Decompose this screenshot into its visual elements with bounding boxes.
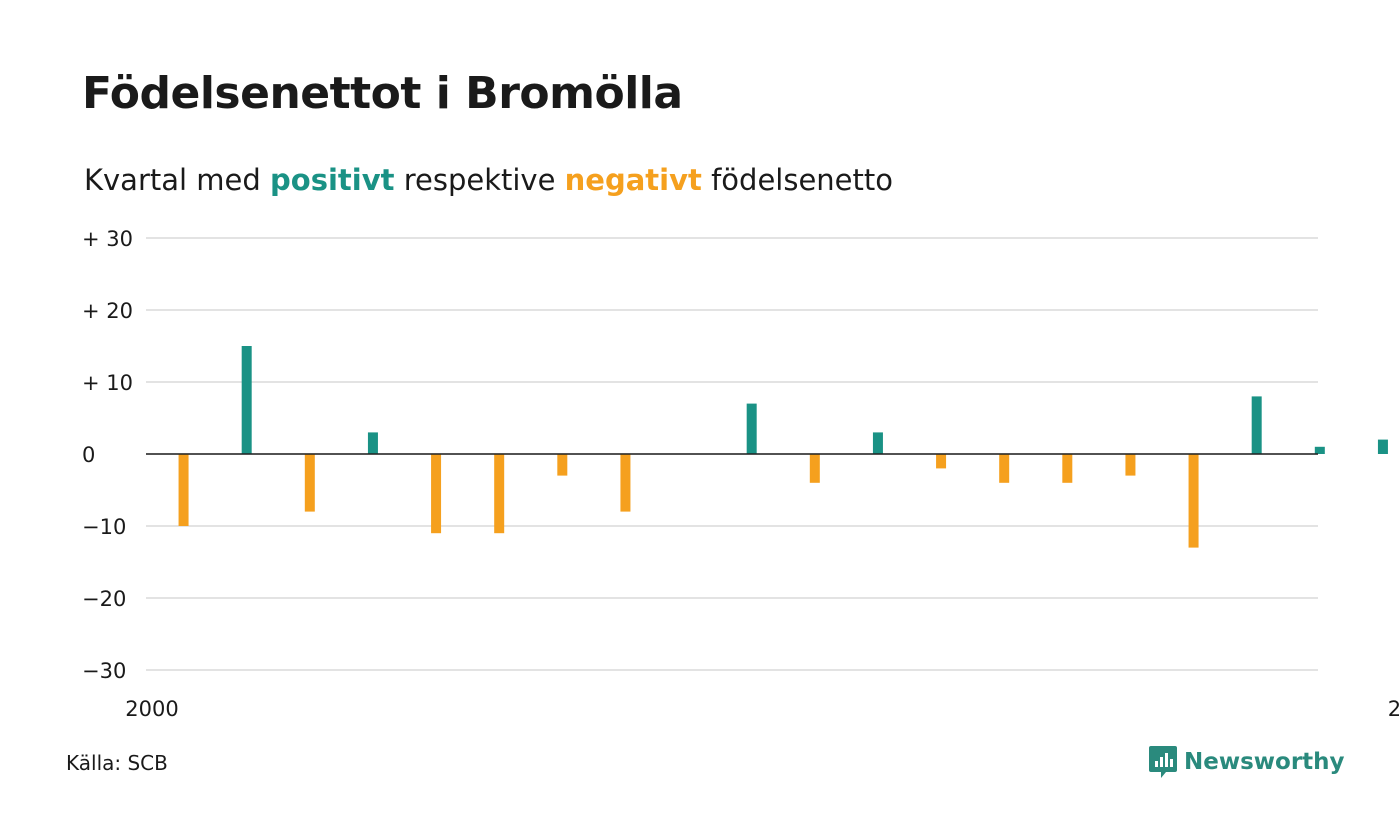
y-tick-label: + 30 <box>82 227 133 251</box>
brand-name: Newsworthy <box>1184 749 1345 775</box>
newsworthy-logo-icon <box>1149 746 1177 778</box>
chart-subtitle: Kvartal med positivt respektive negativt… <box>84 163 893 197</box>
bar <box>1062 454 1073 483</box>
y-tick-label: −30 <box>82 659 126 683</box>
y-tick-label: 0 <box>82 443 95 467</box>
chart-title: Födelsenettot i Bromölla <box>82 68 683 119</box>
bar <box>746 403 757 454</box>
subtitle-middle: respektive <box>403 163 556 197</box>
brand-logo: Newsworthy <box>1148 744 1345 780</box>
subtitle-prefix: Kvartal med <box>84 163 261 197</box>
subtitle-negative: negativt <box>564 163 702 197</box>
bar <box>936 454 947 469</box>
source-note: Källa: SCB <box>66 751 168 775</box>
bar <box>620 454 631 512</box>
y-tick-label: + 20 <box>82 299 133 323</box>
bar <box>809 454 820 483</box>
bar <box>872 432 883 454</box>
bar <box>999 454 1010 483</box>
bar <box>1125 454 1136 476</box>
subtitle-positive: positivt <box>270 163 395 197</box>
bar <box>557 454 568 476</box>
x-tick-label: 2005 <box>1388 697 1400 721</box>
bar <box>1377 439 1388 454</box>
x-tick-label: 2000 <box>125 697 178 721</box>
bar <box>178 454 189 526</box>
bar <box>494 454 505 534</box>
bar <box>1251 396 1262 454</box>
bar <box>304 454 315 512</box>
subtitle-suffix: födelsenetto <box>711 163 893 197</box>
bar <box>431 454 442 534</box>
y-tick-label: + 10 <box>82 371 133 395</box>
bar <box>241 346 252 454</box>
bar <box>1314 446 1325 454</box>
y-tick-label: −10 <box>82 515 126 539</box>
bar <box>367 432 378 454</box>
y-tick-label: −20 <box>82 587 126 611</box>
bar <box>1188 454 1199 548</box>
